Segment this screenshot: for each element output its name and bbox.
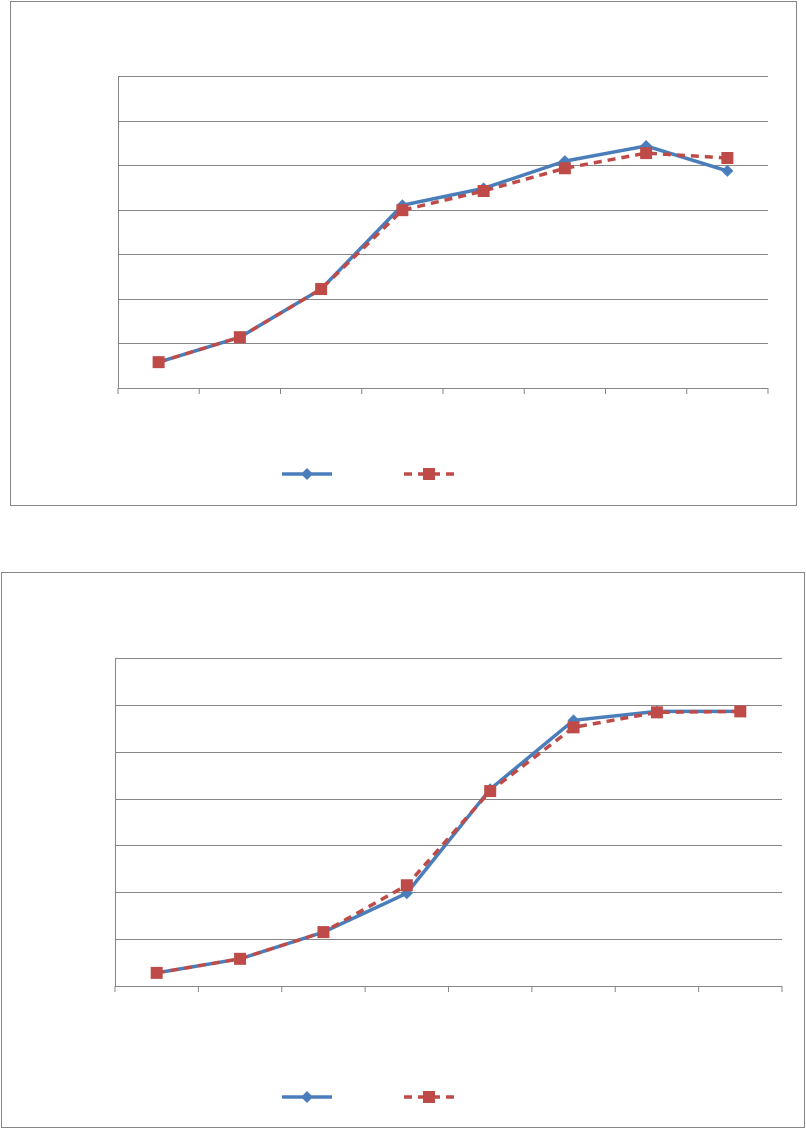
marker xyxy=(150,966,163,979)
chart-border xyxy=(10,1,797,506)
chart xyxy=(10,1,797,506)
marker xyxy=(484,785,497,798)
marker xyxy=(650,706,663,719)
legend-marker xyxy=(423,1091,435,1103)
legend-marker xyxy=(423,468,435,480)
marker xyxy=(152,356,165,369)
marker xyxy=(721,152,734,165)
chart-border xyxy=(1,572,805,1128)
legend-marker xyxy=(301,468,313,480)
marker xyxy=(233,331,246,344)
legend-marker xyxy=(301,1091,313,1103)
marker xyxy=(477,184,490,197)
marker xyxy=(721,164,734,177)
series-line xyxy=(156,709,741,975)
series-line xyxy=(158,151,728,364)
marker xyxy=(400,879,413,892)
marker xyxy=(567,721,580,734)
marker xyxy=(317,926,330,939)
marker xyxy=(396,204,409,217)
chart xyxy=(1,572,805,1128)
marker xyxy=(640,147,653,160)
marker xyxy=(234,952,247,965)
marker xyxy=(734,705,747,718)
marker xyxy=(315,283,328,296)
marker xyxy=(558,162,571,175)
